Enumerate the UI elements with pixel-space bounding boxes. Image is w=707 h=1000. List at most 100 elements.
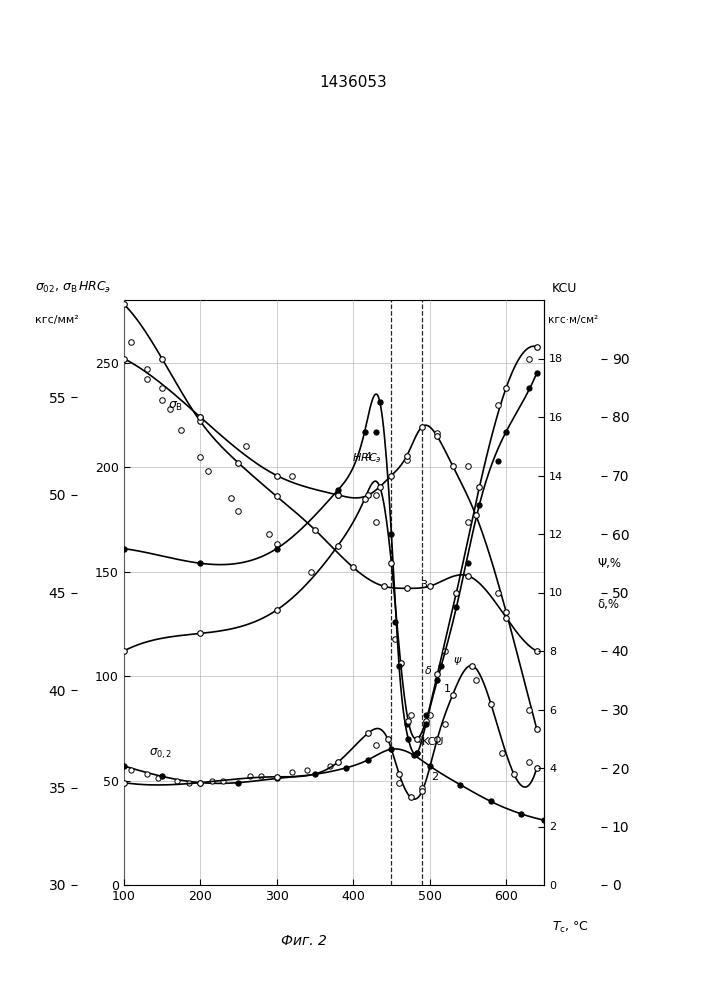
Point bbox=[402, 713, 414, 729]
Point bbox=[153, 770, 164, 786]
Point bbox=[424, 707, 436, 723]
Point bbox=[411, 745, 422, 761]
Point bbox=[462, 514, 474, 530]
Point bbox=[493, 397, 504, 413]
Point bbox=[390, 631, 401, 647]
Point bbox=[370, 514, 382, 530]
Point bbox=[416, 783, 428, 799]
Point bbox=[271, 488, 282, 504]
Point bbox=[141, 361, 152, 377]
Point bbox=[156, 351, 168, 367]
Point bbox=[523, 702, 534, 718]
Point bbox=[271, 769, 282, 785]
Point bbox=[496, 745, 508, 761]
Point bbox=[218, 773, 229, 789]
Point bbox=[271, 602, 282, 618]
Point bbox=[420, 707, 431, 723]
Point bbox=[194, 409, 206, 425]
Point bbox=[405, 789, 416, 805]
Point bbox=[302, 762, 313, 778]
Point bbox=[466, 658, 477, 674]
Point bbox=[516, 806, 527, 822]
Text: KCU: KCU bbox=[551, 282, 577, 295]
Point bbox=[409, 747, 420, 763]
Text: 4: 4 bbox=[365, 452, 372, 462]
Point bbox=[462, 568, 474, 584]
Point bbox=[363, 752, 374, 768]
Point bbox=[393, 766, 404, 782]
Point bbox=[286, 764, 298, 780]
Point bbox=[474, 497, 485, 513]
Point bbox=[183, 775, 194, 791]
Point bbox=[202, 463, 214, 479]
Point bbox=[118, 775, 129, 791]
Point bbox=[539, 812, 550, 828]
Point bbox=[401, 716, 412, 732]
Point bbox=[118, 296, 129, 312]
Point bbox=[172, 773, 183, 789]
Point bbox=[370, 424, 382, 440]
Point bbox=[420, 716, 431, 732]
Point bbox=[386, 526, 397, 542]
Point bbox=[485, 696, 496, 712]
Point bbox=[118, 758, 129, 774]
Point bbox=[432, 425, 443, 441]
Point bbox=[194, 555, 206, 571]
Point bbox=[424, 758, 436, 774]
Point bbox=[432, 666, 443, 682]
Point bbox=[206, 773, 217, 789]
Point bbox=[470, 506, 481, 522]
Point bbox=[401, 452, 412, 468]
Point bbox=[363, 487, 374, 503]
Point bbox=[447, 687, 458, 703]
Point bbox=[325, 758, 336, 774]
Point bbox=[194, 775, 206, 791]
Point bbox=[501, 610, 512, 626]
Text: 1436053: 1436053 bbox=[320, 75, 387, 90]
Text: 2: 2 bbox=[431, 772, 438, 782]
Point bbox=[405, 707, 416, 723]
Point bbox=[340, 760, 351, 776]
Point bbox=[451, 584, 462, 600]
Point bbox=[332, 482, 344, 498]
Point bbox=[401, 580, 412, 596]
Point bbox=[348, 559, 359, 575]
Point bbox=[432, 672, 443, 688]
Point bbox=[501, 424, 512, 440]
Point bbox=[395, 655, 407, 671]
Point bbox=[523, 754, 534, 770]
Point bbox=[175, 422, 187, 438]
Point bbox=[493, 584, 504, 600]
Text: $\sigma_{02}$, $\sigma_{\rm B}$: $\sigma_{02}$, $\sigma_{\rm B}$ bbox=[35, 282, 78, 295]
Point bbox=[271, 541, 282, 557]
Point bbox=[370, 737, 382, 753]
Point bbox=[531, 721, 542, 737]
Point bbox=[411, 745, 422, 761]
Point bbox=[194, 413, 206, 429]
Point bbox=[194, 409, 206, 425]
Point bbox=[439, 716, 450, 732]
Point bbox=[447, 458, 458, 474]
Text: кгс·м/см²: кгс·м/см² bbox=[548, 315, 598, 325]
Point bbox=[240, 438, 252, 454]
Point bbox=[474, 479, 485, 495]
Point bbox=[118, 351, 129, 367]
Text: $\sigma_{0,2}$: $\sigma_{0,2}$ bbox=[149, 746, 173, 761]
Point bbox=[271, 770, 282, 786]
Point bbox=[156, 768, 168, 784]
Point bbox=[332, 754, 344, 770]
Text: Фиг. 2: Фиг. 2 bbox=[281, 934, 327, 948]
Point bbox=[523, 380, 534, 396]
Text: $HRC_э$: $HRC_э$ bbox=[351, 452, 381, 465]
Point bbox=[156, 380, 168, 396]
Point bbox=[194, 775, 206, 791]
Point bbox=[386, 555, 397, 571]
Point bbox=[485, 793, 496, 809]
Point bbox=[411, 731, 422, 747]
Point bbox=[439, 643, 450, 659]
Point bbox=[531, 760, 542, 776]
Point bbox=[305, 564, 317, 580]
Point bbox=[271, 468, 282, 484]
Text: $\sigma_{\rm B}$: $\sigma_{\rm B}$ bbox=[168, 400, 183, 413]
Point bbox=[378, 578, 390, 594]
